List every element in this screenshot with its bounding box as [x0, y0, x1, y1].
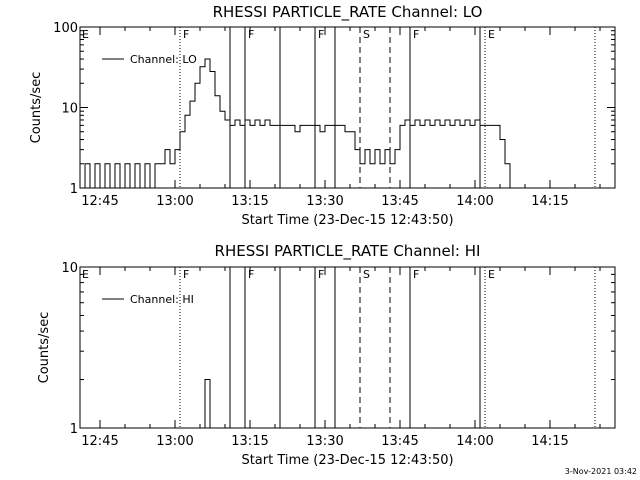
x-tick-label: 14:00 — [456, 194, 493, 209]
x-tick-label: 12:45 — [81, 434, 118, 449]
x-tick-label: 14:00 — [456, 434, 493, 449]
x-tick-label: 13:15 — [231, 434, 268, 449]
y-tick-label: 10 — [61, 102, 78, 117]
x-tick-label: 13:45 — [381, 194, 418, 209]
flag-label: E — [82, 268, 89, 281]
x-axis-label: Start Time (23-Dec-15 12:43:50) — [241, 453, 453, 468]
flag-label: S — [363, 28, 370, 41]
flag-label: F — [413, 28, 419, 41]
series-line — [80, 58, 555, 189]
flag-label: F — [248, 28, 254, 41]
x-tick-label: 13:00 — [156, 194, 193, 209]
flag-label: E — [82, 28, 89, 41]
x-tick-label: 13:00 — [156, 434, 193, 449]
series-line — [200, 379, 215, 429]
flag-label: S — [363, 268, 370, 281]
chart-title: RHESSI PARTICLE_RATE Channel: LO — [213, 3, 483, 22]
plot-frame — [79, 266, 616, 429]
x-tick-label: 14:15 — [531, 434, 568, 449]
flag-label: F — [183, 268, 189, 281]
chart-panel-1: RHESSI PARTICLE_RATE Channel: HI Start Ti… — [37, 242, 616, 468]
x-tick-label: 13:30 — [306, 194, 343, 209]
chart-title: RHESSI PARTICLE_RATE Channel: HI — [215, 242, 481, 261]
flag-label: F — [318, 268, 324, 281]
flag-label: F — [248, 268, 254, 281]
x-tick-label: 13:30 — [306, 434, 343, 449]
y-tick-label: 100 — [53, 21, 78, 36]
legend-label: Channel: LO — [130, 53, 197, 66]
x-axis-label: Start Time (23-Dec-15 12:43:50) — [241, 213, 453, 228]
y-tick-label: 1 — [70, 182, 78, 197]
y-tick-label: 10 — [61, 261, 78, 276]
flag-label: F — [413, 268, 419, 281]
x-tick-label: 13:45 — [381, 434, 418, 449]
y-axis-label: Counts/sec — [37, 312, 52, 384]
legend-label: Channel: HI — [130, 293, 194, 306]
flag-label: E — [488, 268, 495, 281]
chart-panel-0: RHESSI PARTICLE_RATE Channel: LO Start Ti… — [29, 3, 616, 228]
flag-label: F — [183, 28, 189, 41]
y-tick-label: 1 — [70, 422, 78, 437]
flag-label: F — [318, 28, 324, 41]
x-tick-label: 14:15 — [531, 194, 568, 209]
x-tick-label: 12:45 — [81, 194, 118, 209]
x-tick-label: 13:15 — [231, 194, 268, 209]
footer-timestamp: 3-Nov-2021 03:42 — [565, 467, 637, 476]
y-axis-label: Counts/sec — [29, 72, 44, 144]
flag-label: E — [488, 28, 495, 41]
